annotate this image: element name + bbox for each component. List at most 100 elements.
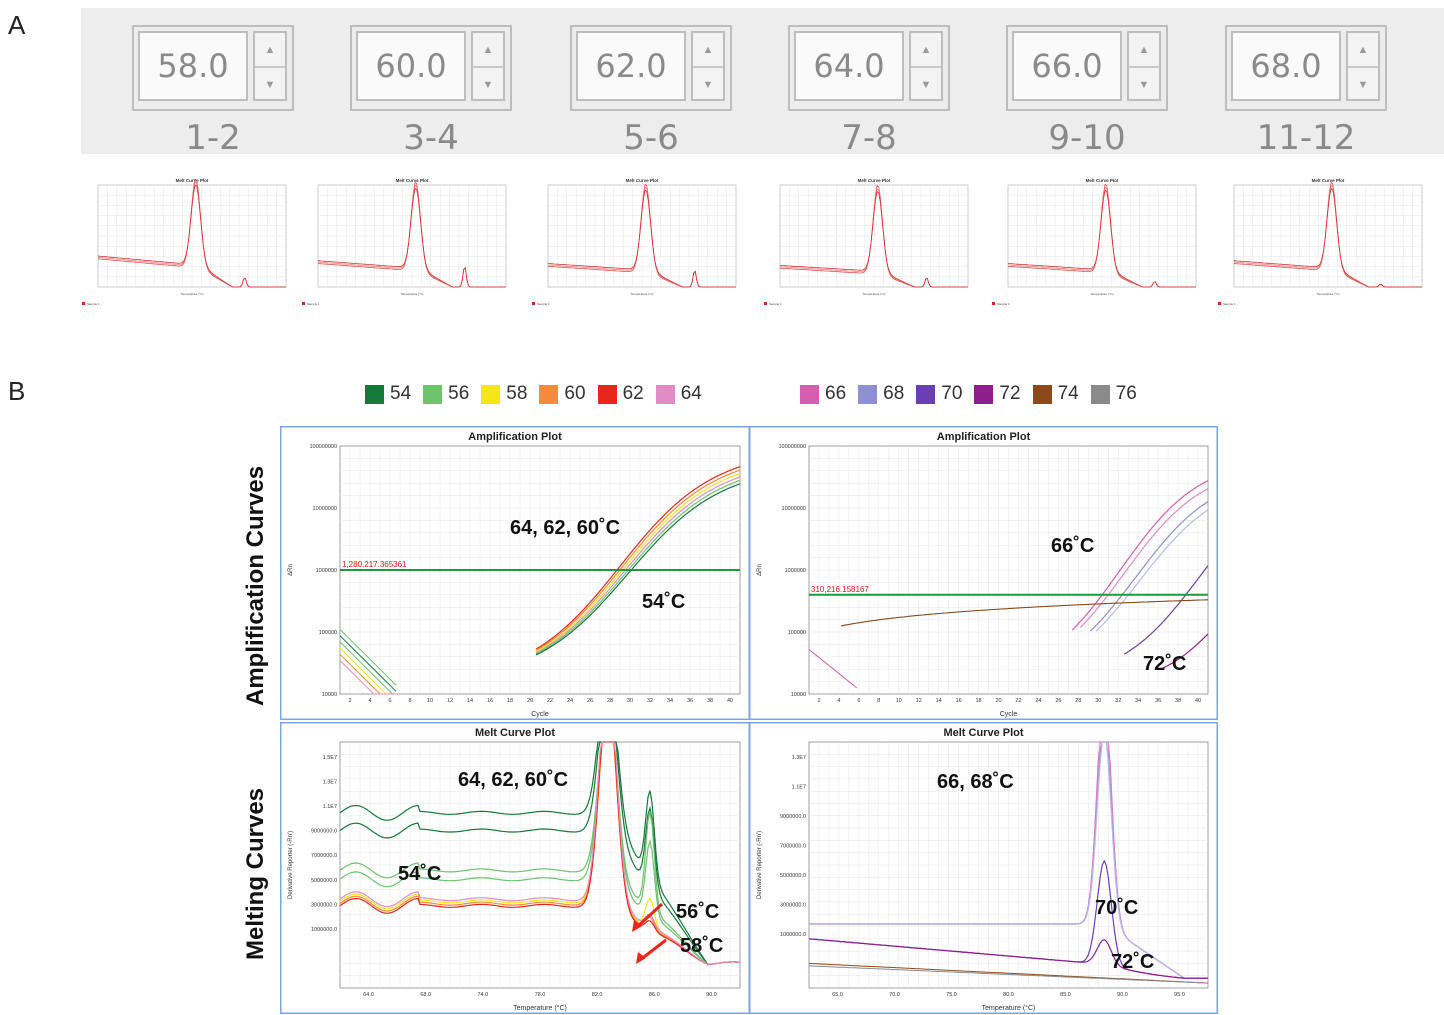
- mini-plot-legend: Sample 1: [997, 302, 1010, 306]
- mini-plot-legend: Sample 1: [537, 302, 550, 306]
- arrow-down-icon[interactable]: ▼: [1357, 78, 1369, 91]
- legend-swatch: [655, 384, 675, 404]
- legend-label: 70: [941, 383, 963, 404]
- x-tick-label: 80.0: [1003, 992, 1014, 998]
- legend-item-70: 70: [916, 383, 962, 405]
- x-tick-label: 6: [388, 698, 391, 704]
- x-tick-label: 18: [507, 698, 513, 704]
- x-tick-label: 18: [976, 698, 982, 704]
- x-tick-label: 30: [1095, 698, 1101, 704]
- arrow-up-icon[interactable]: ▲: [693, 33, 723, 68]
- stepper-value-input[interactable]: 60.0: [356, 31, 466, 101]
- stepper-value-input[interactable]: 66.0: [1012, 31, 1122, 101]
- row-label-amplification: Amplification Curves: [242, 465, 269, 706]
- mini-plot-xlabel: Temperature (°C): [400, 292, 423, 296]
- x-axis-label: Temperature (°C): [982, 1004, 1036, 1012]
- temp-stepper-5[interactable]: 66.0 ▲ ▼ 9-10: [1006, 25, 1168, 158]
- stepper-buttons: ▲ ▼: [909, 31, 943, 101]
- y-tick-label: 1000000.0: [311, 927, 337, 933]
- x-tick-label: 4: [368, 698, 371, 704]
- x-tick-label: 85.0: [1060, 992, 1071, 998]
- temp-stepper-3[interactable]: 62.0 ▲ ▼ 5-6: [570, 25, 732, 158]
- mini-melt-plot-1: Melt Curve Plot Temperature (°C) Sample 1: [82, 178, 287, 306]
- x-axis-label: Cycle: [531, 711, 549, 718]
- mini-melt-plot-2: Melt Curve Plot Temperature (°C) Sample 1: [302, 178, 507, 306]
- stepper-buttons: ▲ ▼: [1127, 31, 1161, 101]
- mini-plot-title: Melt Curve Plot: [626, 178, 659, 183]
- mini-plot-title: Melt Curve Plot: [1312, 178, 1345, 183]
- arrow-up-icon[interactable]: ▲: [255, 33, 285, 68]
- x-tick-label: 32: [647, 698, 653, 704]
- annotation-66: 66˚C: [1051, 534, 1094, 557]
- temp-stepper-4[interactable]: 64.0 ▲ ▼ 7-8: [788, 25, 950, 158]
- stepper-value-input[interactable]: 68.0: [1231, 31, 1341, 101]
- temp-stepper-1[interactable]: 58.0 ▲ ▼ 1-2: [132, 25, 294, 158]
- y-tick-label: 1000000: [785, 568, 806, 574]
- plot-title: Amplification Plot: [937, 431, 1031, 443]
- arrow-down-icon[interactable]: ▼: [1138, 78, 1150, 91]
- x-tick-label: 8: [877, 698, 880, 704]
- x-tick-label: 68.0: [420, 992, 431, 998]
- melt-plot-left: Melt Curve Plot 1.5E7 1.3E7 1.1E7 9000000.0 7…: [280, 722, 750, 1014]
- y-tick-label: 1.1E7: [323, 804, 337, 810]
- arrow-up-icon[interactable]: ▲: [911, 33, 941, 68]
- annotation-56: 56˚C: [676, 900, 719, 923]
- x-tick-label: 10: [427, 698, 433, 704]
- mini-melt-plot-5: Melt Curve Plot Temperature (°C) Sample 1: [992, 178, 1197, 306]
- x-tick-label: 40: [727, 698, 733, 704]
- arrow-down-icon[interactable]: ▼: [482, 78, 494, 91]
- stepper-strip: [81, 8, 1444, 154]
- arrow-up-icon[interactable]: ▲: [473, 33, 503, 68]
- mini-plot-xlabel: Temperature (°C): [1090, 292, 1113, 296]
- row-label-melting: Melting Curves: [242, 787, 269, 960]
- x-tick-label: 26: [587, 698, 593, 704]
- mini-plot-legend: Sample 1: [307, 302, 320, 306]
- y-tick-label: 9000000.0: [780, 814, 806, 820]
- y-tick-label: 5000000.0: [780, 873, 806, 879]
- x-tick-label: 6: [857, 698, 860, 704]
- arrow-down-icon[interactable]: ▼: [264, 78, 276, 91]
- stepper-value-input[interactable]: 62.0: [576, 31, 686, 101]
- threshold-label: 310,216.158167: [811, 585, 869, 594]
- stepper-value-input[interactable]: 64.0: [794, 31, 904, 101]
- x-tick-label: 22: [547, 698, 553, 704]
- arrow-up-icon[interactable]: ▲: [1129, 33, 1159, 68]
- stepper-value-input[interactable]: 58.0: [138, 31, 248, 101]
- x-tick-label: 24: [567, 698, 573, 704]
- x-tick-label: 90.0: [1117, 992, 1128, 998]
- arrow-down-icon[interactable]: ▼: [920, 78, 932, 91]
- well-range-label: 11-12: [1256, 118, 1356, 158]
- temp-stepper-2[interactable]: 60.0 ▲ ▼ 3-4: [350, 25, 512, 158]
- stepper-buttons: ▲ ▼: [471, 31, 505, 101]
- x-tick-label: 2: [817, 698, 820, 704]
- y-tick-label: 1.1E7: [792, 784, 806, 790]
- stepper-buttons: ▲ ▼: [1346, 31, 1380, 101]
- arrow-down-icon[interactable]: ▼: [702, 78, 714, 91]
- annotation-64-62-60: 64, 62, 60˚C: [458, 768, 568, 791]
- y-tick-label: 1.5E7: [323, 755, 337, 761]
- x-tick-label: 75.0: [946, 992, 957, 998]
- x-tick-label: 14: [936, 698, 942, 704]
- x-tick-label: 2: [348, 698, 351, 704]
- legend-right: 66 68 70 72 74 76: [800, 381, 1149, 407]
- x-tick-label: 26: [1055, 698, 1061, 704]
- mini-plot-xlabel: Temperature (°C): [630, 292, 653, 296]
- legend-label: 72: [999, 383, 1021, 404]
- well-range-label: 9-10: [1048, 118, 1126, 158]
- y-tick-label: 10000: [791, 692, 806, 698]
- arrow-up-icon[interactable]: ▲: [1348, 33, 1378, 68]
- x-tick-label: 74.0: [477, 992, 488, 998]
- x-tick-label: 32: [1115, 698, 1121, 704]
- legend-label: 60: [564, 383, 586, 404]
- well-range-label: 3-4: [403, 118, 459, 158]
- y-tick-label: 10000000: [782, 506, 806, 512]
- x-tick-label: 8: [408, 698, 411, 704]
- temp-stepper-6[interactable]: 68.0 ▲ ▼ 11-12: [1225, 25, 1387, 158]
- mini-plot-xlabel: Temperature (°C): [1316, 292, 1339, 296]
- annotation-64-62-60: 64, 62, 60˚C: [510, 516, 620, 539]
- panel-b-letter: B: [8, 376, 26, 406]
- mini-plot-xlabel: Temperature (°C): [180, 292, 203, 296]
- x-axis-label: Temperature (°C): [513, 1004, 567, 1012]
- legend-left: 54 56 58 60 62 64: [365, 381, 714, 407]
- legend-swatch: [423, 384, 443, 404]
